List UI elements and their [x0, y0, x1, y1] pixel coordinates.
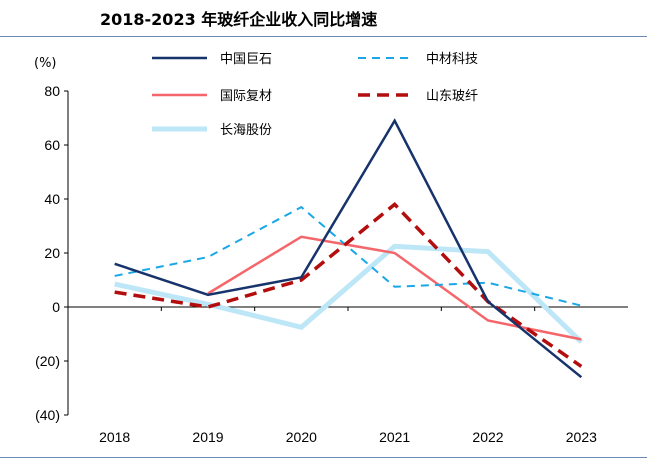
legend-label: 长海股份 [220, 122, 272, 137]
y-tick-label: 80 [44, 83, 60, 99]
y-tick-label: 60 [44, 137, 60, 153]
y-tick-label: 40 [44, 191, 60, 207]
x-tick-label: 2020 [286, 429, 317, 445]
x-tick-label: 2021 [379, 429, 410, 445]
legend-label: 中国巨石 [220, 51, 272, 66]
x-tick-label: 2023 [566, 429, 597, 445]
x-tick-label: 2018 [99, 429, 130, 445]
title-divider [0, 36, 647, 37]
legend-label: 山东玻纤 [426, 88, 478, 103]
series-line-1 [114, 118, 583, 379]
y-tick-label: 0 [52, 299, 60, 315]
y-axis-unit: (%) [34, 56, 57, 71]
y-tick-label: (20) [35, 353, 60, 369]
chart-title: 2018-2023 年玻纤企业收入同比增速 [100, 10, 378, 29]
y-tick-label: 20 [44, 245, 60, 261]
y-tick-label: (40) [35, 407, 60, 423]
x-tick-label: 2019 [192, 429, 223, 445]
series-line-4 [114, 202, 583, 368]
x-tick-label: 2022 [472, 429, 503, 445]
legend-label: 国际复材 [220, 88, 272, 103]
series-line-2 [114, 205, 582, 307]
bottom-divider [0, 457, 647, 458]
legend-label: 中材科技 [426, 51, 478, 66]
series-line-5 [114, 243, 584, 344]
